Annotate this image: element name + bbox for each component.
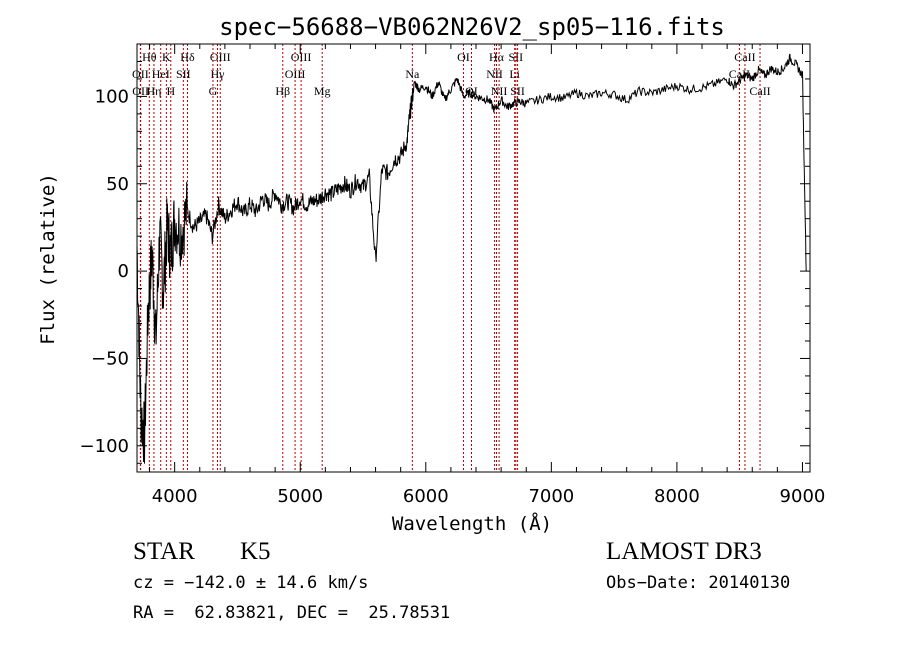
line-marker-label: Li	[509, 67, 520, 81]
y-axis: −100 −50 0 50 100	[80, 60, 810, 464]
line-marker-label: NII	[491, 84, 508, 98]
line-marker-label: Mg	[314, 84, 331, 98]
line-marker-label: HeI	[152, 67, 170, 81]
line-marker-label: K	[162, 50, 171, 64]
line-marker-label: SII	[176, 67, 191, 81]
line-marker-label: Hγ	[210, 67, 225, 81]
x-tick-label: 9000	[780, 486, 826, 507]
y-tick-label: 50	[106, 174, 129, 195]
line-marker-label: CaII	[749, 84, 770, 98]
plot-frame	[136, 43, 811, 473]
y-tick-label: 0	[118, 261, 129, 282]
line-marker-label: NII	[486, 67, 503, 81]
line-marker-label: G	[209, 84, 218, 98]
line-marker-label: OIII	[285, 67, 306, 81]
x-axis-label: Wavelength (Å)	[392, 512, 552, 535]
observation-date: Obs−Date: 20140130	[606, 573, 791, 593]
line-marker-label: OII	[132, 84, 149, 98]
spectrum-line	[136, 53, 807, 464]
x-axis: 4000 5000 6000 7000 8000 9000	[149, 44, 826, 507]
line-marker-label: Hα	[489, 50, 505, 64]
line-marker-label: Hδ	[180, 50, 195, 64]
line-marker-label: Hη	[146, 84, 161, 98]
survey-name: LAMOST DR3	[606, 538, 762, 565]
line-marker-label: OIII	[291, 50, 312, 64]
line-marker-label: Na	[405, 67, 420, 81]
y-axis-label: Flux (relative)	[37, 173, 59, 345]
object-type: STAR	[133, 538, 195, 565]
line-marker-label: Hβ	[275, 84, 290, 98]
y-tick-label: −100	[80, 436, 129, 457]
x-tick-label: 8000	[654, 486, 700, 507]
line-marker-label: SII	[510, 84, 525, 98]
x-tick-label: 6000	[403, 486, 449, 507]
line-marker-label: H	[166, 84, 175, 98]
redshift-velocity: cz = −142.0 ± 14.6 km/s	[133, 573, 369, 593]
line-marker-label: CaII	[734, 50, 755, 64]
line-marker-label: OIII	[210, 50, 231, 64]
line-marker-label: OI	[457, 50, 470, 64]
line-marker-label: Hθ	[142, 50, 157, 64]
line-marker-label: SII	[508, 50, 523, 64]
coordinates: RA = 62.83821, DEC = 25.78531	[133, 603, 451, 623]
x-tick-label: 7000	[528, 486, 574, 507]
x-tick-label: 5000	[277, 486, 323, 507]
x-tick-label: 4000	[152, 486, 198, 507]
chart-title: spec−56688−VB062N26V2_sp05−116.fits	[219, 13, 725, 41]
subclass: K5	[240, 538, 271, 565]
y-tick-label: −50	[91, 348, 129, 369]
y-tick-label: 100	[95, 86, 129, 107]
